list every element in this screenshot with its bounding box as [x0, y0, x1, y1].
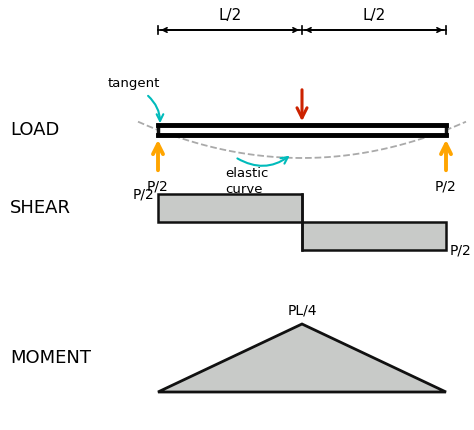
Text: elastic
curve: elastic curve [225, 167, 268, 196]
Text: P/2: P/2 [435, 179, 457, 193]
Text: P/2: P/2 [147, 179, 169, 193]
Text: P/2: P/2 [450, 243, 472, 257]
Polygon shape [158, 324, 446, 392]
Text: PL/4: PL/4 [287, 304, 317, 318]
Text: tangent: tangent [108, 77, 160, 90]
Text: SHEAR: SHEAR [10, 199, 71, 217]
Bar [158, 125, 446, 135]
Text: L/2: L/2 [363, 8, 386, 23]
Text: LOAD: LOAD [10, 121, 59, 139]
Bar [158, 194, 302, 222]
Bar [302, 222, 446, 250]
Text: P/2: P/2 [132, 187, 154, 201]
Text: MOMENT: MOMENT [10, 349, 91, 367]
Text: L/2: L/2 [219, 8, 242, 23]
